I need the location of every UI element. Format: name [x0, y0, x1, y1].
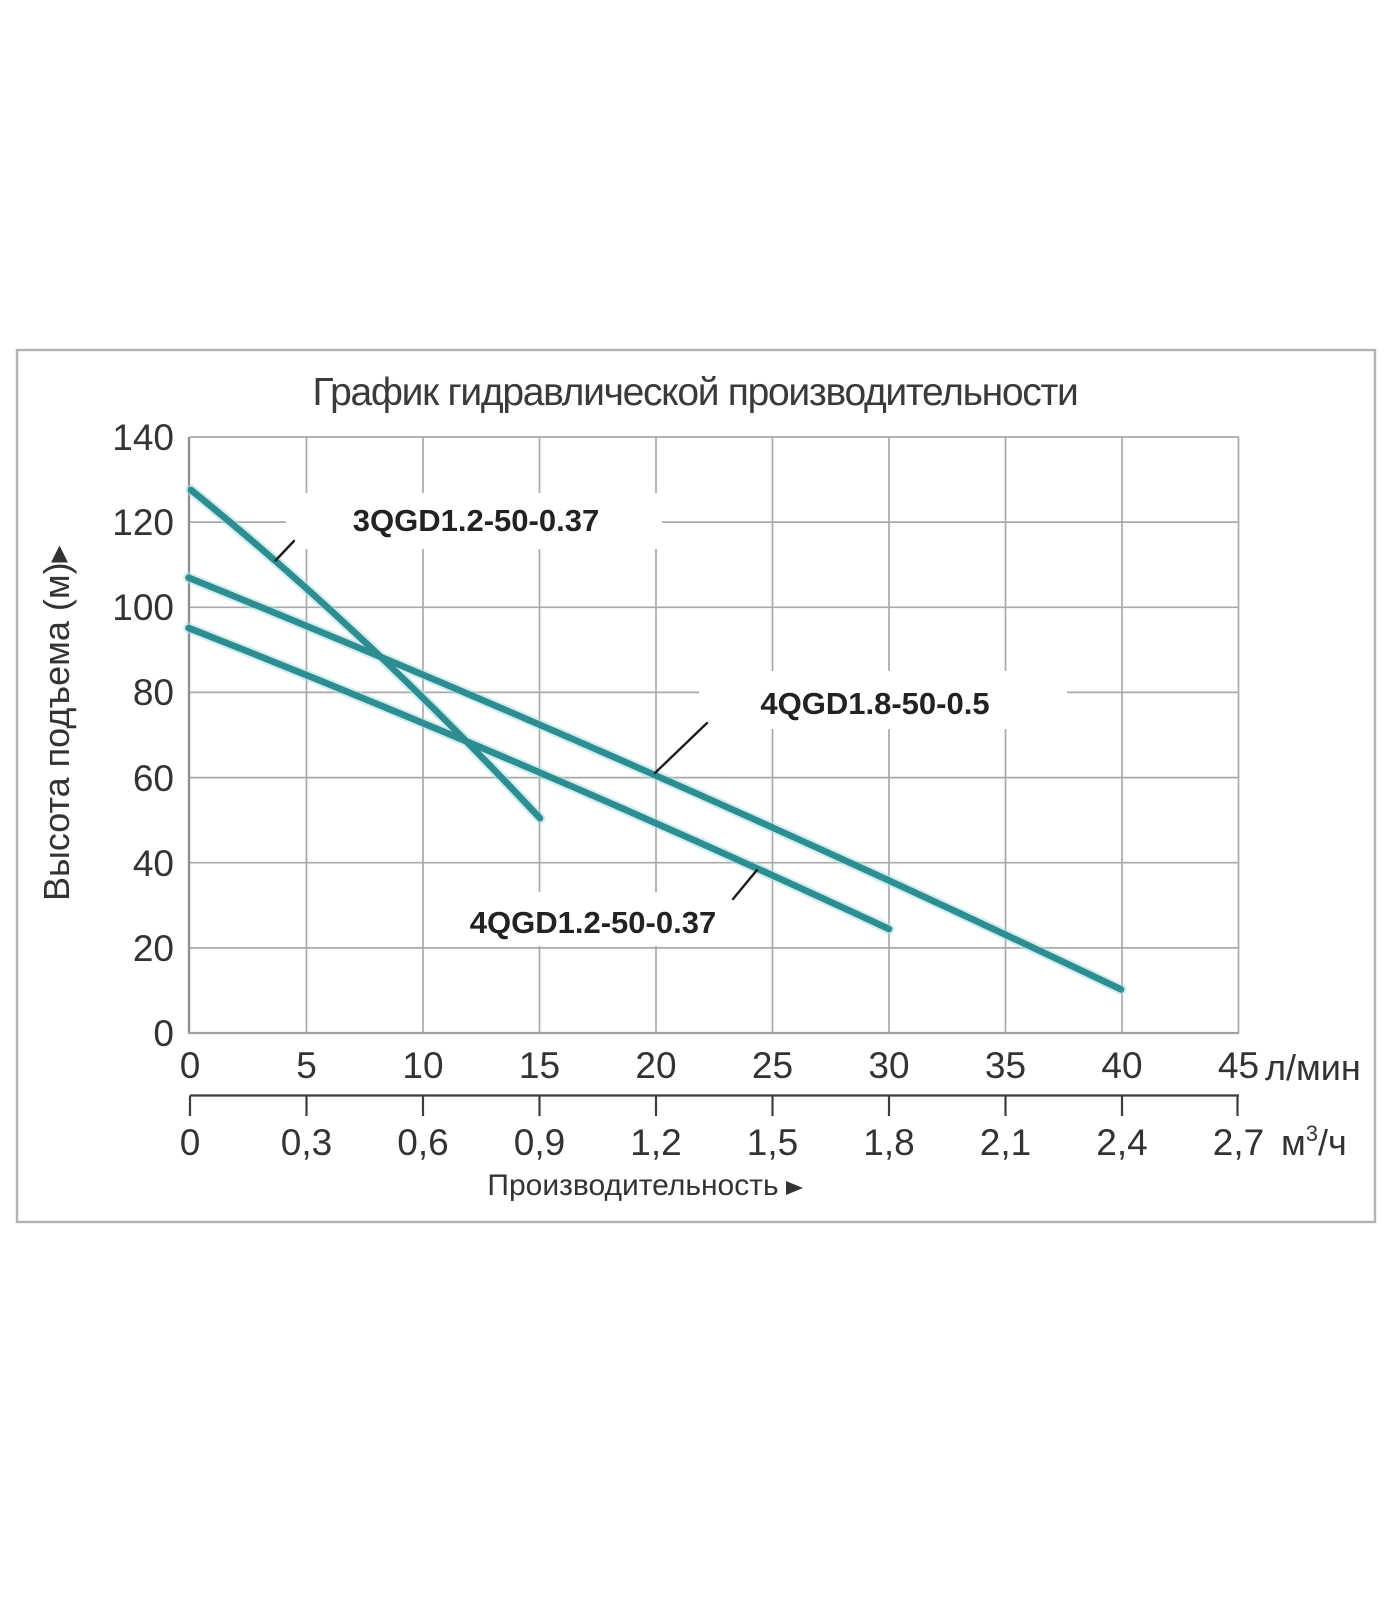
svg-text:2,4: 2,4 [1096, 1122, 1147, 1163]
svg-text:0: 0 [180, 1045, 201, 1086]
svg-text:Высота подъема (м): Высота подъема (м) [36, 562, 77, 901]
svg-text:0: 0 [180, 1122, 201, 1163]
svg-text:0,6: 0,6 [397, 1122, 448, 1163]
svg-text:4QGD1.2-50-0.37: 4QGD1.2-50-0.37 [470, 905, 716, 940]
svg-text:140: 140 [112, 417, 174, 458]
svg-text:0: 0 [153, 1013, 174, 1054]
svg-text:45: 45 [1218, 1045, 1259, 1086]
svg-text:0,3: 0,3 [281, 1122, 332, 1163]
svg-text:0,9: 0,9 [514, 1122, 565, 1163]
svg-text:2,7: 2,7 [1213, 1122, 1264, 1163]
svg-text:л/мин: л/мин [1265, 1047, 1361, 1088]
svg-text:График гидравлической производ: График гидравлической производительности [312, 371, 1077, 414]
svg-text:35: 35 [985, 1045, 1026, 1086]
svg-text:30: 30 [868, 1045, 909, 1086]
svg-text:1,2: 1,2 [630, 1122, 681, 1163]
svg-text:120: 120 [112, 502, 174, 543]
svg-text:5: 5 [296, 1045, 317, 1086]
svg-text:80: 80 [133, 672, 174, 713]
svg-text:20: 20 [133, 928, 174, 969]
svg-text:25: 25 [752, 1045, 793, 1086]
svg-text:20: 20 [635, 1045, 676, 1086]
svg-text:40: 40 [133, 843, 174, 884]
svg-text:4QGD1.8-50-0.5: 4QGD1.8-50-0.5 [760, 686, 989, 721]
svg-text:1,8: 1,8 [863, 1122, 914, 1163]
svg-text:40: 40 [1101, 1045, 1142, 1086]
svg-text:1,5: 1,5 [747, 1122, 798, 1163]
svg-text:2,1: 2,1 [980, 1122, 1031, 1163]
svg-text:100: 100 [112, 587, 174, 628]
svg-text:Производительность: Производительность [487, 1169, 778, 1202]
svg-text:3QGD1.2-50-0.37: 3QGD1.2-50-0.37 [353, 503, 599, 538]
svg-text:10: 10 [402, 1045, 443, 1086]
svg-text:60: 60 [133, 758, 174, 799]
svg-text:15: 15 [519, 1045, 560, 1086]
